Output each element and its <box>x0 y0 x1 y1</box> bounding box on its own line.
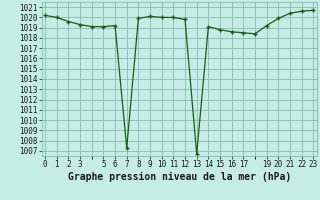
X-axis label: Graphe pression niveau de la mer (hPa): Graphe pression niveau de la mer (hPa) <box>68 172 291 182</box>
